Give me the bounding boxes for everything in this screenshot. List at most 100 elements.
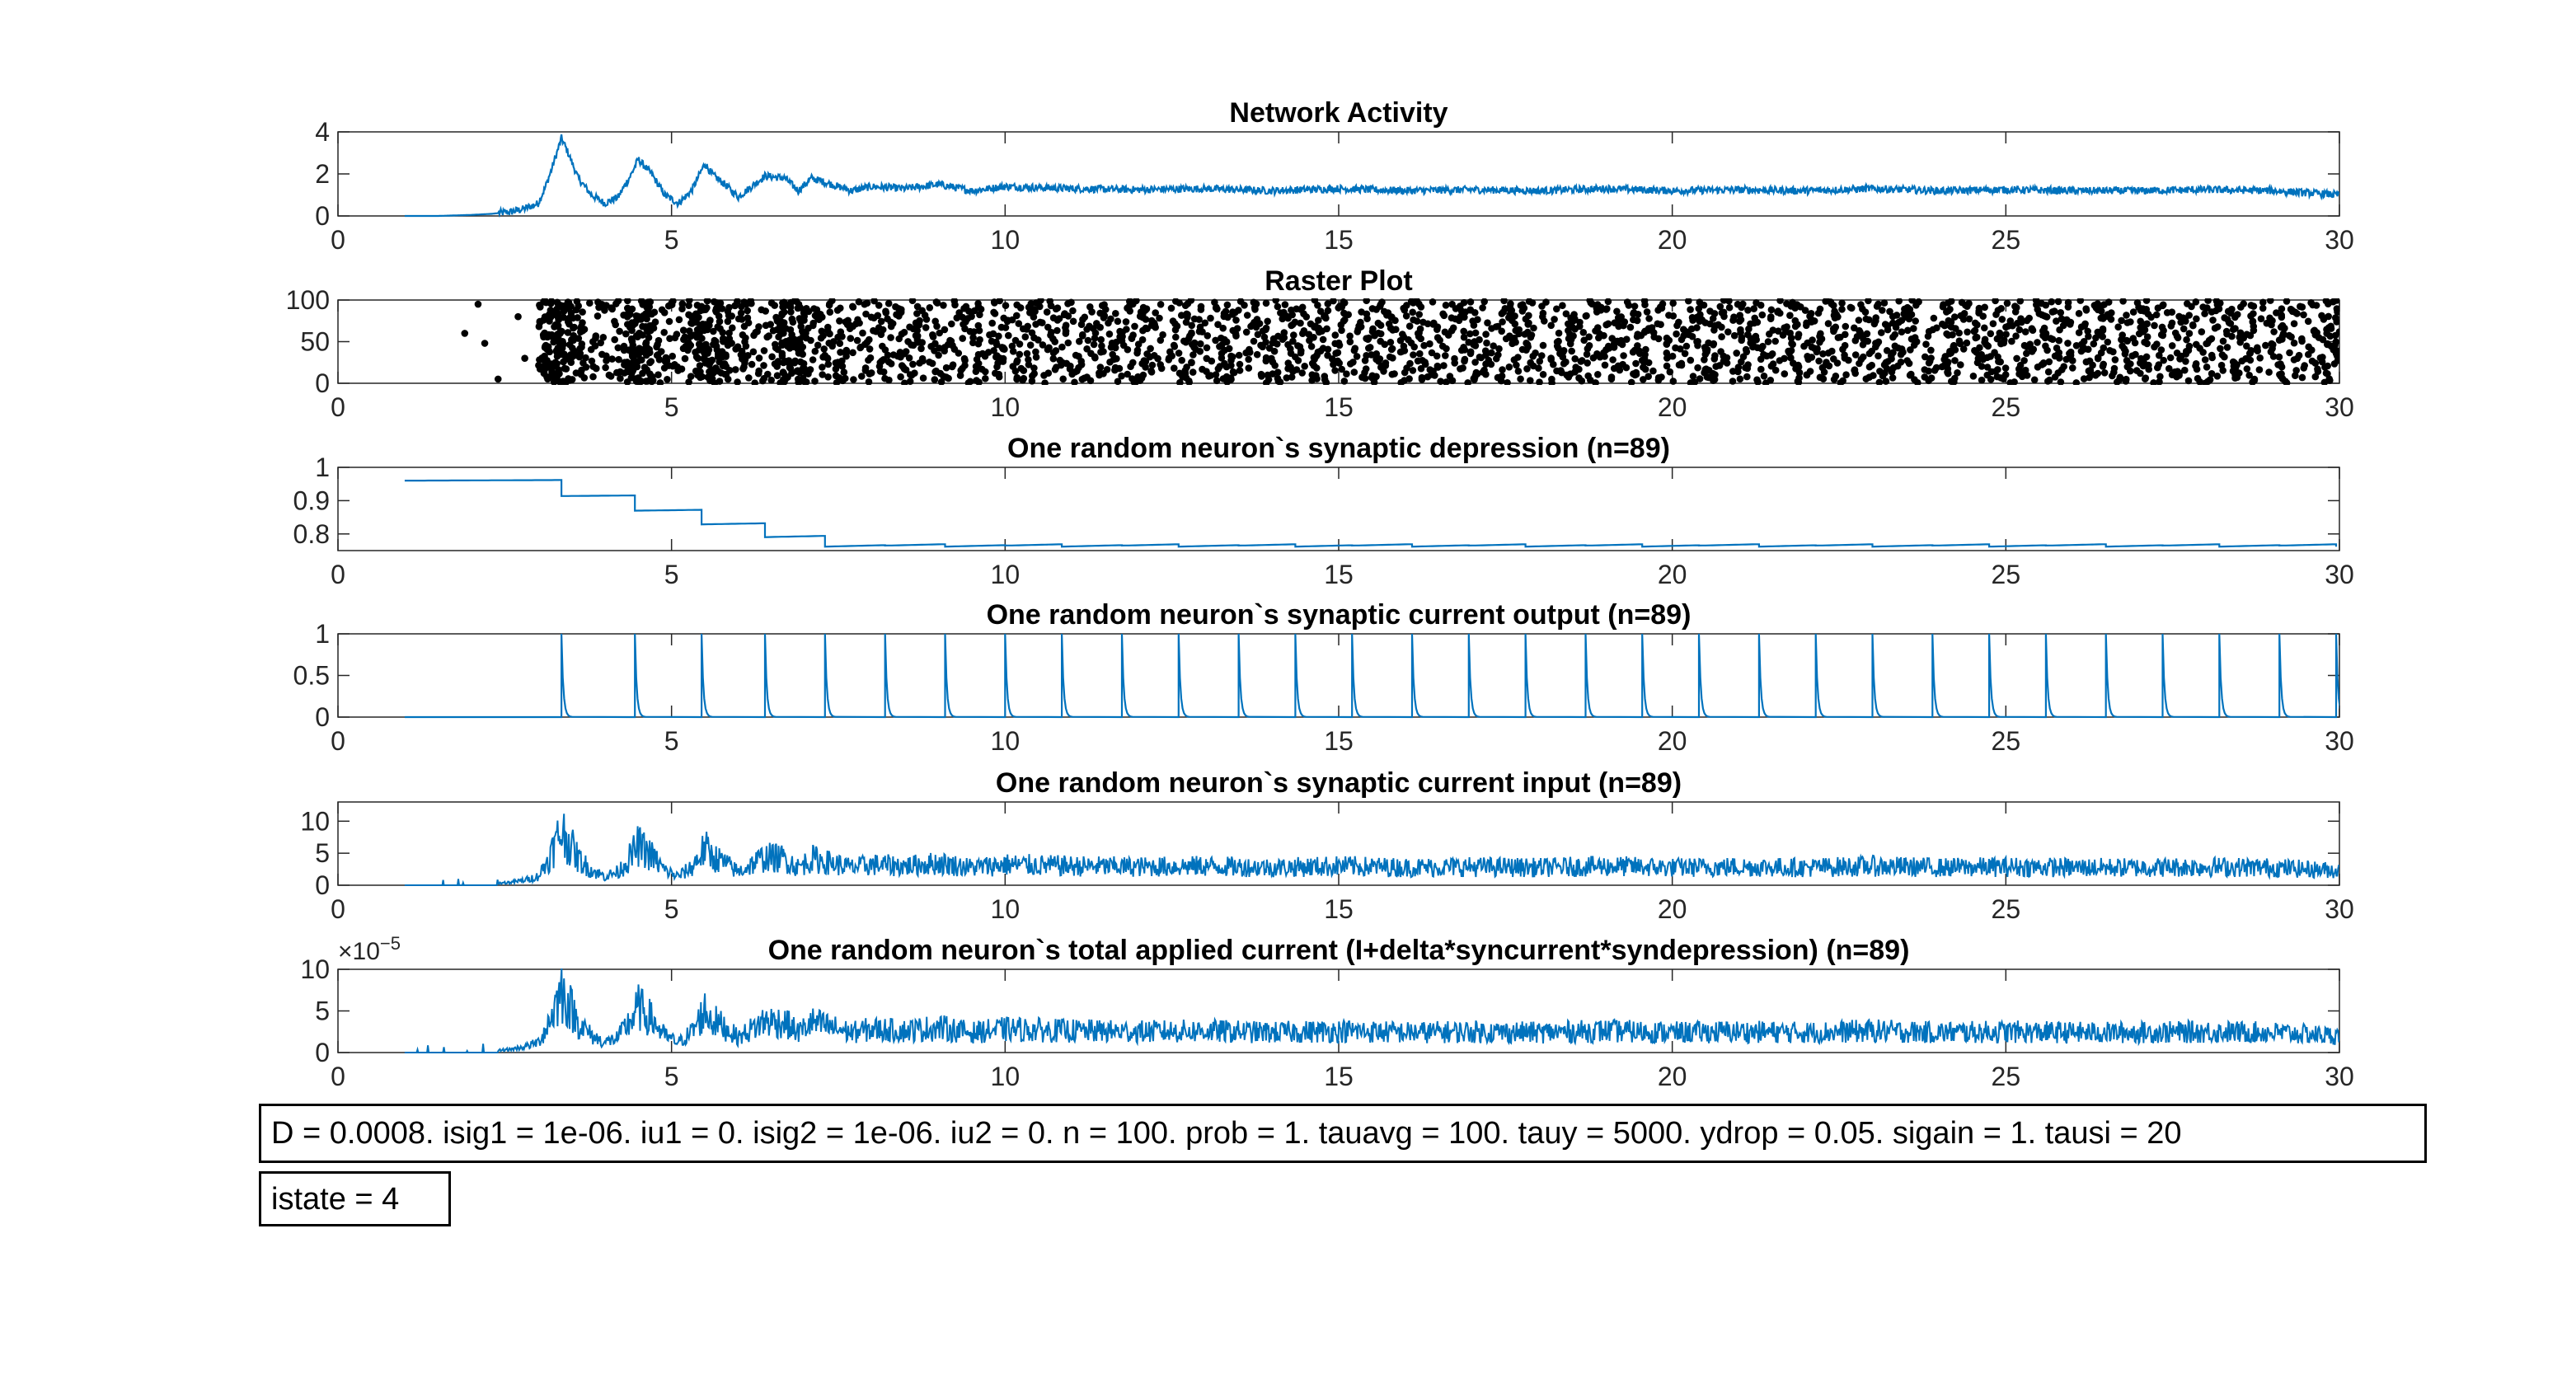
spike-dot <box>716 299 725 307</box>
spike-dot <box>1171 364 1178 373</box>
spike-dot <box>2247 302 2255 309</box>
spike-dot <box>1300 327 1308 335</box>
spike-dot <box>1052 347 1060 354</box>
spike-dot <box>832 365 840 373</box>
spike-dot <box>2278 305 2286 313</box>
spike-dot <box>646 298 655 306</box>
spike-dot <box>1882 377 1890 385</box>
spike-dot <box>866 354 875 362</box>
spike-dot <box>1640 376 1647 383</box>
spike-dot <box>2185 312 2193 319</box>
spike-dot <box>594 298 602 306</box>
spike-dot <box>2132 350 2139 359</box>
spike-dot <box>1197 302 1205 311</box>
spike-dot <box>1466 348 1475 356</box>
spike-dot <box>622 330 630 338</box>
spike-dot <box>1041 379 1049 385</box>
spike-dot <box>2025 314 2033 322</box>
spike-dot <box>1717 348 1724 355</box>
spike-dot <box>1547 321 1555 330</box>
spike-dot <box>620 312 627 319</box>
spike-dot <box>540 298 547 306</box>
spike-dot <box>1783 323 1790 331</box>
spike-dot <box>641 310 650 318</box>
spike-dot <box>1532 349 1539 357</box>
spike-dot <box>2012 332 2020 340</box>
spike-dot <box>645 334 653 341</box>
spike-dot <box>1340 377 1349 385</box>
spike-dot <box>1989 320 1997 328</box>
spike-dot <box>2257 315 2265 323</box>
spike-dot <box>560 340 567 349</box>
spike-dot <box>865 378 873 385</box>
spike-dot <box>1774 327 1782 335</box>
spike-dot <box>1523 340 1530 347</box>
spike-dot <box>1114 317 1122 326</box>
spike-dot <box>1781 354 1788 363</box>
spike-dot <box>974 300 982 307</box>
spike-dot <box>1405 375 1413 382</box>
spike-dot <box>1760 373 1768 380</box>
spike-dot <box>1218 334 1225 342</box>
spike-dot <box>1288 373 1296 381</box>
spike-dot <box>1557 367 1565 374</box>
spike-dot <box>1696 311 1704 319</box>
spike-dot <box>2142 374 2150 382</box>
y-tick-label: 2 <box>315 159 330 189</box>
spike-dot <box>1907 370 1915 378</box>
spike-dot <box>760 362 767 369</box>
spike-dot <box>1030 370 1038 377</box>
spike-dot <box>711 336 719 345</box>
spike-dot <box>2055 336 2063 345</box>
spike-dot <box>1346 332 1354 340</box>
spike-dot <box>1903 303 1912 312</box>
spike-dot <box>2094 300 2101 307</box>
spike-dot <box>681 333 689 341</box>
spike-dot <box>775 333 782 341</box>
spike-dot <box>1623 298 1631 306</box>
spike-dot <box>966 327 974 335</box>
spike-dot <box>1417 364 1425 373</box>
spike-dot <box>1440 362 1448 369</box>
spike-dot <box>1118 372 1125 380</box>
spike-dot <box>1097 335 1105 344</box>
spike-dot <box>1824 320 1832 327</box>
spike-dot <box>2174 368 2181 376</box>
spike-dot <box>1212 371 1220 378</box>
spike-dot <box>1955 337 1964 345</box>
x-tick-label: 25 <box>1992 560 2021 589</box>
spike-dot <box>655 336 663 345</box>
spike-dot <box>786 336 794 345</box>
spike-dot <box>1374 319 1382 327</box>
spike-dot <box>1907 346 1914 354</box>
spike-dot <box>1527 359 1534 367</box>
spike-dot <box>1570 311 1578 318</box>
spike-dot <box>1730 313 1738 321</box>
spike-dot <box>1128 375 1136 382</box>
spike-dot <box>826 308 834 317</box>
spike-dot <box>732 366 739 373</box>
spike-dot <box>2084 327 2091 335</box>
spike-dot <box>2011 302 2019 310</box>
spike-dot <box>2168 319 2176 327</box>
spike-dot <box>861 364 870 372</box>
spike-dot <box>729 324 736 332</box>
spike-dot <box>679 326 687 335</box>
spike-dot <box>1823 298 1831 304</box>
spike-dot <box>1498 372 1506 380</box>
spike-dot <box>1895 298 1903 305</box>
spike-dot <box>1720 298 1728 304</box>
spike-dot <box>1806 368 1814 375</box>
spike-dot <box>767 299 776 307</box>
activity-series-line <box>404 134 2339 218</box>
spike-dot <box>799 343 807 351</box>
spike-dot <box>1415 311 1423 318</box>
spike-dot <box>1059 375 1067 383</box>
spike-dot <box>681 354 689 363</box>
spike-dot <box>716 317 724 326</box>
spike-dot <box>686 327 693 335</box>
spike-dot <box>541 352 548 360</box>
spike-dot <box>2020 357 2028 364</box>
spike-dot <box>567 351 575 359</box>
spike-dot <box>2204 298 2212 304</box>
